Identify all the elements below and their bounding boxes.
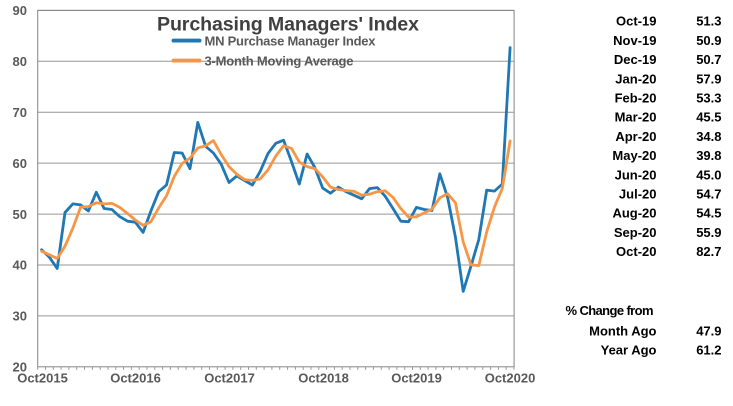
svg-text:34.8: 34.8 bbox=[696, 129, 721, 144]
svg-text:Jun-20: Jun-20 bbox=[615, 167, 657, 182]
svg-text:May-20: May-20 bbox=[612, 148, 656, 163]
svg-text:Purchasing Managers' Index: Purchasing Managers' Index bbox=[157, 14, 419, 36]
svg-text:% Change from: % Change from bbox=[566, 303, 654, 318]
svg-text:50.9: 50.9 bbox=[696, 33, 721, 48]
svg-text:47.9: 47.9 bbox=[696, 324, 721, 339]
svg-text:90: 90 bbox=[13, 3, 27, 18]
svg-text:70: 70 bbox=[13, 105, 27, 120]
svg-text:Oct2015: Oct2015 bbox=[17, 371, 68, 386]
svg-text:40: 40 bbox=[13, 258, 27, 273]
svg-text:82.7: 82.7 bbox=[696, 244, 721, 259]
svg-text:54.5: 54.5 bbox=[696, 206, 721, 221]
svg-text:55.9: 55.9 bbox=[696, 225, 721, 240]
svg-text:30: 30 bbox=[13, 309, 27, 324]
svg-text:Oct-20: Oct-20 bbox=[616, 244, 656, 259]
svg-text:53.3: 53.3 bbox=[696, 91, 721, 106]
svg-text:Jan-20: Jan-20 bbox=[615, 71, 656, 86]
svg-text:Year Ago: Year Ago bbox=[601, 343, 657, 358]
svg-text:Oct2019: Oct2019 bbox=[391, 371, 442, 386]
svg-text:39.8: 39.8 bbox=[696, 148, 721, 163]
svg-text:45.0: 45.0 bbox=[696, 167, 721, 182]
svg-text:Oct2016: Oct2016 bbox=[110, 371, 161, 386]
svg-text:Sep-20: Sep-20 bbox=[614, 225, 657, 240]
svg-text:Month Ago: Month Ago bbox=[589, 324, 656, 339]
svg-text:Nov-19: Nov-19 bbox=[613, 33, 656, 48]
svg-text:45.5: 45.5 bbox=[696, 110, 721, 125]
svg-text:3-Month Moving Average: 3-Month Moving Average bbox=[205, 53, 354, 68]
svg-text:Oct2017: Oct2017 bbox=[204, 371, 255, 386]
svg-text:80: 80 bbox=[13, 54, 27, 69]
svg-text:Oct-19: Oct-19 bbox=[616, 14, 656, 29]
svg-text:Oct2020: Oct2020 bbox=[485, 371, 536, 386]
svg-text:60: 60 bbox=[13, 156, 27, 171]
svg-text:51.3: 51.3 bbox=[696, 14, 721, 29]
svg-text:61.2: 61.2 bbox=[696, 343, 721, 358]
svg-text:MN Purchase Manager Index: MN Purchase Manager Index bbox=[205, 33, 377, 48]
svg-text:Dec-19: Dec-19 bbox=[614, 52, 657, 67]
svg-text:Aug-20: Aug-20 bbox=[612, 206, 656, 221]
svg-text:50.7: 50.7 bbox=[696, 52, 721, 67]
svg-text:Apr-20: Apr-20 bbox=[615, 129, 656, 144]
svg-text:54.7: 54.7 bbox=[696, 187, 721, 202]
svg-text:20: 20 bbox=[13, 360, 27, 375]
svg-text:Oct2018: Oct2018 bbox=[298, 371, 349, 386]
svg-text:50: 50 bbox=[13, 207, 27, 222]
svg-text:Mar-20: Mar-20 bbox=[615, 110, 657, 125]
svg-text:Jul-20: Jul-20 bbox=[619, 187, 657, 202]
svg-text:Feb-20: Feb-20 bbox=[615, 91, 657, 106]
svg-text:57.9: 57.9 bbox=[696, 71, 721, 86]
